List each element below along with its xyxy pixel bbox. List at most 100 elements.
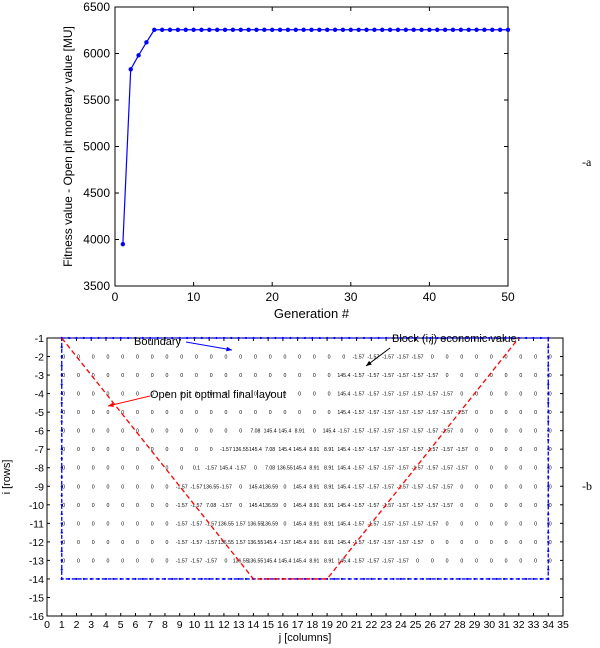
fitness-point	[238, 27, 243, 32]
pit-outline-line	[61, 337, 520, 580]
block-value: 0	[460, 540, 463, 546]
block-value: 0	[475, 355, 478, 361]
boundary-marker	[547, 392, 550, 395]
fitness-point	[380, 27, 385, 32]
block-value: 0	[239, 410, 242, 416]
block-value: -1.57	[426, 484, 438, 490]
fitness-point	[474, 27, 479, 32]
block-value: 0	[416, 558, 419, 564]
boundary-marker	[178, 336, 181, 340]
block-value: 0	[269, 355, 272, 361]
fitness-point	[450, 27, 456, 32]
y-tick-label: -8	[35, 463, 44, 475]
fitness-point	[144, 40, 149, 45]
boundary-marker	[75, 577, 78, 581]
block-value: 145.4	[337, 558, 350, 564]
block-value: 0	[490, 392, 493, 398]
y-tick-label: -15	[29, 592, 44, 604]
block-value: 145.4	[293, 484, 306, 490]
block-value: 0	[475, 392, 478, 398]
block-value: 0	[92, 466, 95, 472]
block-value: 0	[298, 373, 301, 379]
block-value: 7.08	[265, 466, 275, 472]
block-value: -1.57	[426, 392, 438, 398]
y-tick-label: 3500	[83, 279, 110, 293]
block-value: 0	[254, 392, 257, 398]
block-value: -1.57	[397, 484, 409, 490]
block-value: 145.4	[278, 429, 291, 435]
boundary-marker	[547, 531, 550, 534]
pit-layout-annotation: Open pit optimal final layout	[150, 389, 286, 401]
block-value: 0	[431, 355, 434, 361]
block-value: 0	[475, 521, 478, 527]
boundary-marker	[547, 540, 550, 543]
boundary-marker	[502, 577, 506, 581]
block-value: 0	[62, 558, 65, 564]
chart-b-x-axis-label: j [columns]	[278, 632, 332, 644]
block-value: -1.57	[367, 373, 379, 379]
block-value: -1.57	[353, 429, 365, 435]
boundary-marker	[547, 559, 550, 562]
chart-a-x-axis-label: Generation #	[274, 306, 350, 321]
fitness-point	[325, 27, 330, 32]
y-tick-label: -2	[35, 352, 44, 364]
block-value: 0	[210, 392, 213, 398]
chart-a-axes: 0 10 20 30 40 50 3500 4000 4500 5000 5500 6000 6500	[83, 0, 515, 304]
block-value: 0	[210, 429, 213, 435]
block-value: 0	[475, 558, 478, 564]
block-value: 0	[107, 392, 110, 398]
boundary-marker	[340, 577, 343, 581]
boundary-marker	[414, 577, 417, 581]
chart-b-axes: 0 1 2 3 4 5 6 7 8 9 10 11 12 13 14 15 16 17 18 19 20 21 22 23 24…	[29, 333, 569, 631]
boundary-marker	[370, 577, 373, 581]
block-value: 0	[136, 392, 139, 398]
block-value: 136.55	[233, 558, 249, 564]
block-value: 0	[62, 392, 65, 398]
block-value: 0	[239, 429, 242, 435]
boundary-marker	[547, 401, 550, 404]
x-tick-label: 30	[483, 619, 495, 631]
block-value: 0	[446, 373, 449, 379]
block-value: 145.4	[337, 466, 350, 472]
block-value: 0	[107, 558, 110, 564]
block-value: 136.59	[262, 484, 278, 490]
block-value: 8.91	[324, 503, 334, 509]
boundary-marker	[119, 577, 122, 581]
x-tick-label: 13	[233, 619, 245, 631]
block-value: 145.4	[293, 540, 306, 546]
block-value: 0	[519, 410, 522, 416]
block-value: -1.57	[426, 447, 438, 453]
block-value: -1.57	[426, 373, 438, 379]
block-value: 145.4	[337, 484, 350, 490]
block-value: 0	[254, 466, 257, 472]
block-value: 1.57	[236, 540, 246, 546]
block-value: -1.57	[426, 429, 438, 435]
fitness-point	[466, 27, 471, 32]
block-value: 0	[239, 392, 242, 398]
block-value: 0	[92, 410, 95, 416]
block-value: 8.91	[309, 447, 319, 453]
fitness-line	[122, 29, 508, 245]
block-value: 0	[328, 410, 331, 416]
boundary-marker	[281, 336, 284, 340]
boundary-marker	[230, 336, 233, 340]
chart-b-block-grid: 0 0 0 0 0 0 0 0 0 0 0 0 0 0 0 0 0 0 0 0 -1.57 -1.57 -1.57 -1.57…	[62, 355, 552, 565]
boundary-marker	[126, 336, 130, 340]
block-value: -1.57	[353, 447, 365, 453]
block-value: 0	[77, 521, 80, 527]
block-value: 8.91	[324, 466, 334, 472]
block-value: 145.4	[337, 410, 350, 416]
block-value: 0	[446, 355, 449, 361]
block-value: 0	[328, 355, 331, 361]
boundary-marker	[134, 336, 137, 340]
block-value: 0	[151, 410, 154, 416]
y-tick-label: -11	[30, 518, 45, 530]
block-value: 0	[254, 410, 257, 416]
block-value: 0	[165, 503, 168, 509]
block-value: -1.57	[382, 447, 394, 453]
block-value: 0	[460, 373, 463, 379]
fitness-point	[435, 27, 440, 32]
block-value: 0	[519, 429, 522, 435]
chart-b-annotations: Boundary Block (i,j) economic value Open…	[107, 333, 517, 407]
boundary-marker	[547, 466, 550, 469]
